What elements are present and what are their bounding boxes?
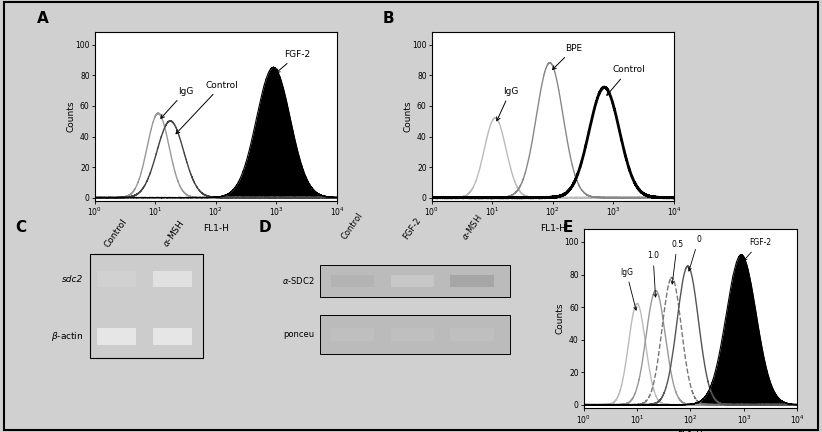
Text: ponceu: ponceu xyxy=(284,330,315,339)
Bar xyxy=(153,328,192,345)
Y-axis label: Counts: Counts xyxy=(555,303,564,334)
Bar xyxy=(320,315,510,354)
Bar xyxy=(450,328,494,341)
Bar xyxy=(90,254,203,358)
Bar xyxy=(153,271,192,287)
Bar xyxy=(320,265,510,297)
Text: B: B xyxy=(382,11,394,26)
Bar xyxy=(96,271,136,287)
Text: A: A xyxy=(37,11,48,26)
Text: Control: Control xyxy=(103,217,129,249)
Text: C: C xyxy=(15,220,26,235)
Text: $\alpha$-MSH: $\alpha$-MSH xyxy=(159,217,186,249)
Text: 0.5: 0.5 xyxy=(671,240,683,284)
Text: IgG: IgG xyxy=(620,267,637,310)
Bar xyxy=(390,275,434,287)
Bar xyxy=(331,275,374,287)
Text: $\alpha$-SDC2: $\alpha$-SDC2 xyxy=(282,276,315,286)
Text: FGF-2: FGF-2 xyxy=(402,216,423,241)
Text: Control: Control xyxy=(340,211,365,241)
Text: 0: 0 xyxy=(688,235,701,271)
Text: IgG: IgG xyxy=(496,87,518,121)
Text: Control: Control xyxy=(176,80,238,134)
Text: $\beta$-actin: $\beta$-actin xyxy=(51,330,84,343)
Text: Control: Control xyxy=(607,65,645,95)
X-axis label: FL1-H: FL1-H xyxy=(203,224,229,233)
Text: IgG: IgG xyxy=(161,87,193,118)
Bar xyxy=(390,328,434,341)
Text: $\alpha$-MSH: $\alpha$-MSH xyxy=(459,212,485,241)
Text: sdc2: sdc2 xyxy=(62,275,84,284)
Bar xyxy=(450,275,494,287)
Text: FGF-2: FGF-2 xyxy=(276,50,311,73)
Y-axis label: Counts: Counts xyxy=(66,101,75,132)
Bar xyxy=(331,328,374,341)
Text: FGF-2: FGF-2 xyxy=(744,238,771,260)
Y-axis label: Counts: Counts xyxy=(403,101,412,132)
X-axis label: FL1-H: FL1-H xyxy=(677,431,704,432)
Text: 1.0: 1.0 xyxy=(647,251,659,297)
Text: E: E xyxy=(563,220,574,235)
X-axis label: FL1-H: FL1-H xyxy=(540,224,566,233)
Text: BPE: BPE xyxy=(552,44,583,70)
Bar xyxy=(96,328,136,345)
Text: D: D xyxy=(259,220,271,235)
